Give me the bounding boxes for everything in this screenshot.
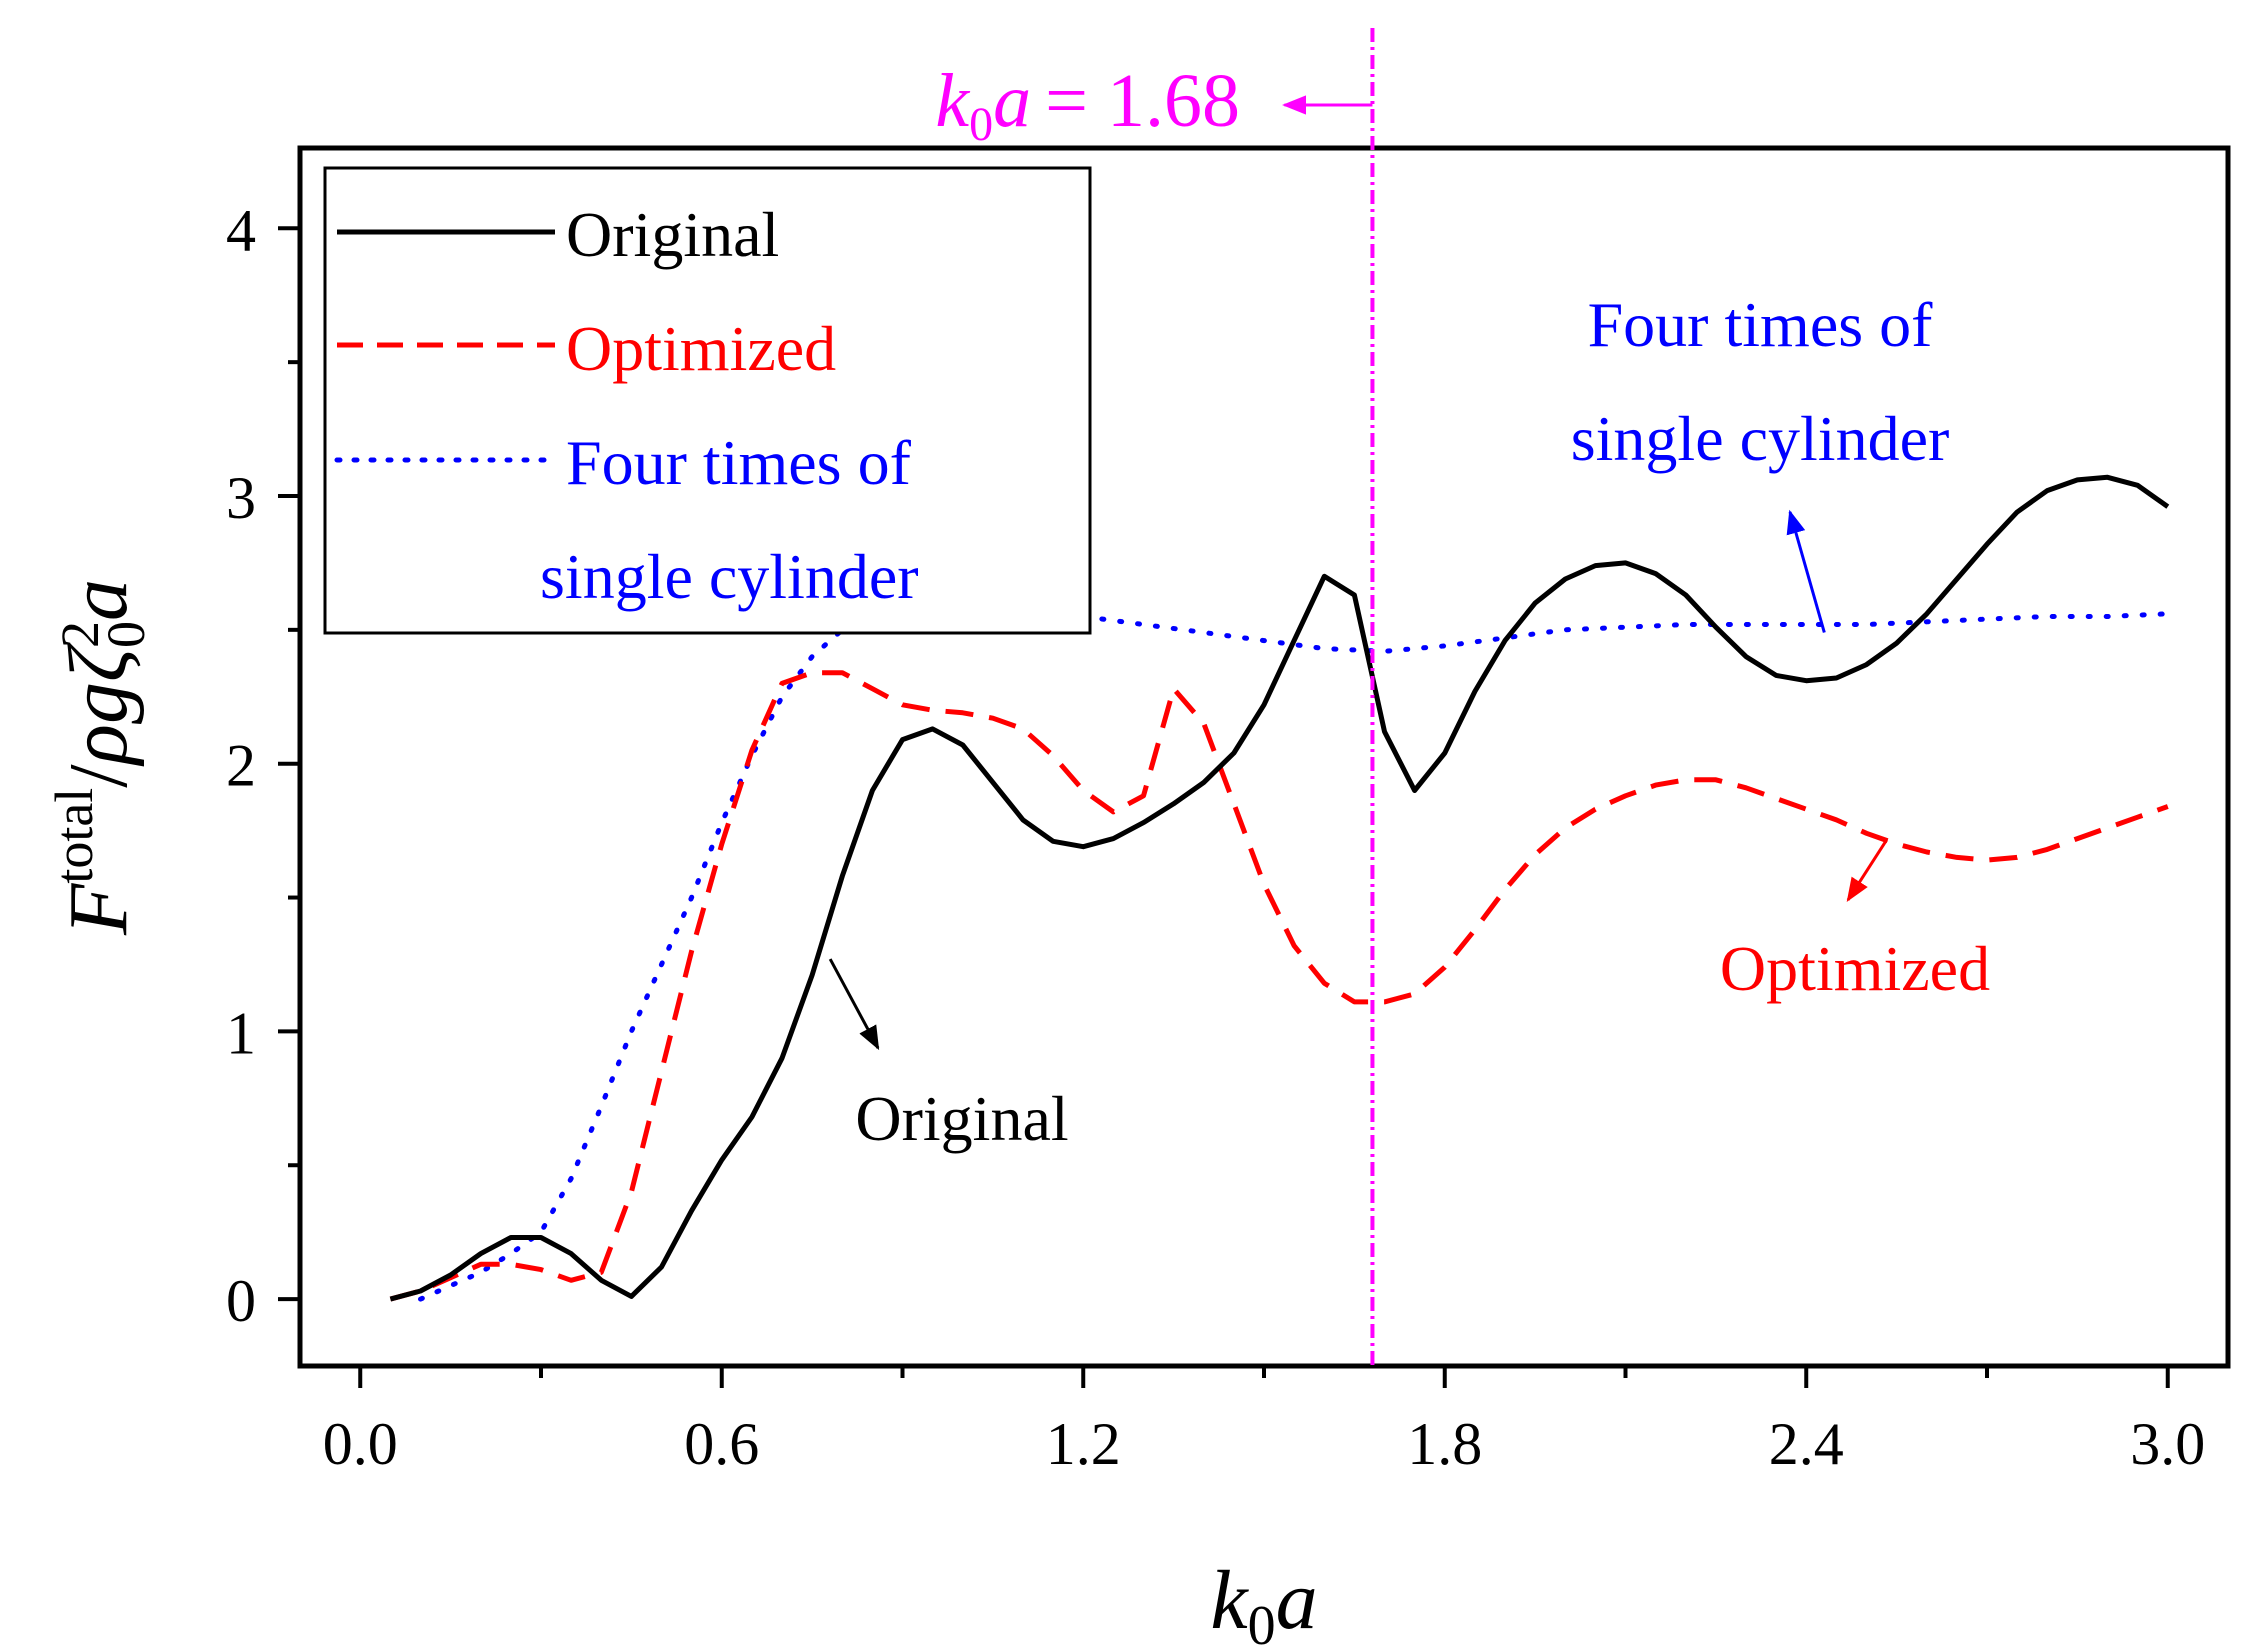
annotation-optimized-label: Optimized <box>1720 933 1990 1004</box>
series-layer <box>389 474 2171 1302</box>
legend-box <box>323 166 1092 635</box>
x-tick-label: 1.8 <box>1407 1411 1482 1477</box>
x-tick-label: 0.0 <box>323 1411 398 1477</box>
x-tick-label: 1.2 <box>1046 1411 1121 1477</box>
legend: Original Optimized Four times of single … <box>323 166 1092 635</box>
series-line-original <box>389 474 2170 1302</box>
annotation-single-line1: Four times of <box>1588 289 1934 360</box>
y-tick-label: 4 <box>226 197 256 263</box>
annotation-original-arrow <box>828 958 880 1051</box>
series-line-optimized <box>389 670 2169 1302</box>
x-tick-label: 0.6 <box>684 1411 759 1477</box>
y-tick-label: 1 <box>226 1000 256 1066</box>
y-tick-label: 3 <box>226 465 256 531</box>
annotation-single: Four times of single cylinder <box>1571 289 1950 633</box>
annotation-original-label: Original <box>855 1083 1068 1154</box>
legend-label-single-line1: Four times of <box>566 427 912 498</box>
reference-label: k0a = 1.68 <box>935 59 1240 151</box>
axis-ticks: 0.0 0.6 1.2 1.8 2.4 3.0 0 1 2 3 4 <box>226 197 2205 1477</box>
annotation-original: Original <box>828 958 1069 1154</box>
legend-label-original: Original <box>566 199 779 270</box>
annotation-single-line2: single cylinder <box>1571 403 1950 474</box>
legend-label-single-line2: single cylinder <box>540 541 919 612</box>
x-axis-title: k0a <box>1210 1554 1317 1648</box>
y-tick-label: 0 <box>226 1268 256 1334</box>
y-axis-title: Ftotal/ρgζ02a <box>44 579 156 936</box>
annotation-single-arrow <box>1786 509 1826 633</box>
annotation-optimized: Optimized <box>1720 839 1990 1004</box>
x-tick-label: 2.4 <box>1769 1411 1844 1477</box>
x-tick-label: 3.0 <box>2130 1411 2205 1477</box>
annotation-optimized-arrow <box>1846 839 1888 903</box>
series-line-four-times-of-single-cylinder <box>418 605 2171 1302</box>
y-tick-label: 2 <box>226 733 256 799</box>
legend-label-optimized: Optimized <box>566 313 836 384</box>
